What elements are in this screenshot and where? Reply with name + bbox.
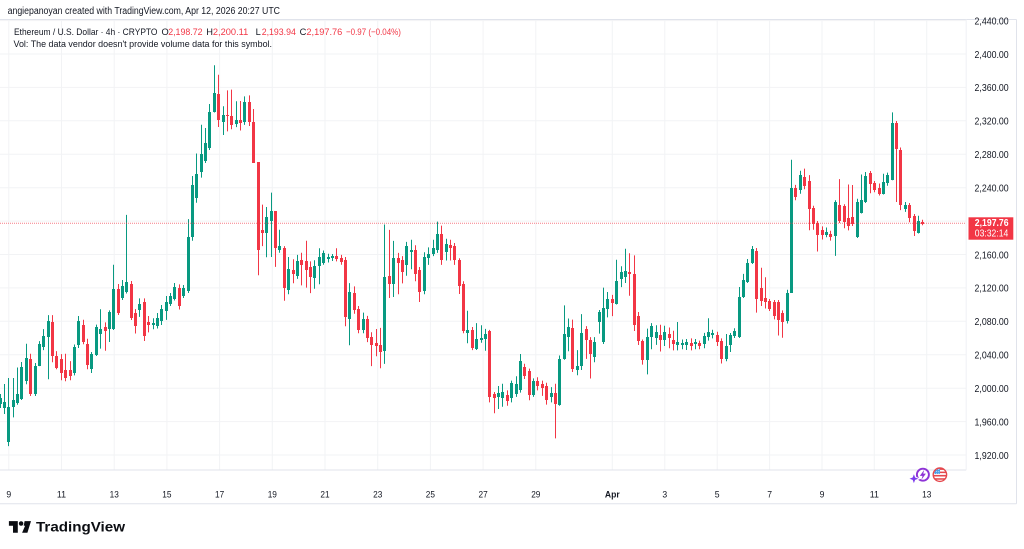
- svg-text:2,000.00: 2,000.00: [975, 383, 1009, 395]
- svg-text:H: H: [206, 27, 213, 37]
- svg-text:angiepanoyan created with Trad: angiepanoyan created with TradingView.co…: [8, 6, 280, 17]
- svg-text:2,160.00: 2,160.00: [975, 249, 1009, 261]
- svg-text:23: 23: [373, 489, 382, 499]
- svg-text:13: 13: [922, 489, 931, 499]
- svg-text:2,400.00: 2,400.00: [975, 49, 1009, 61]
- svg-text:2,240.00: 2,240.00: [975, 183, 1009, 195]
- svg-text:11: 11: [870, 489, 879, 499]
- svg-text:2,197.76: 2,197.76: [975, 217, 1009, 229]
- svg-text:L: L: [256, 27, 261, 37]
- svg-text:2,320.00: 2,320.00: [975, 116, 1009, 128]
- svg-text:9: 9: [820, 489, 825, 499]
- svg-text:Vol: The data vendor doesn't p: Vol: The data vendor doesn't provide vol…: [14, 39, 273, 49]
- svg-text:11: 11: [57, 489, 66, 499]
- svg-text:29: 29: [531, 489, 540, 499]
- svg-text:21: 21: [320, 489, 329, 499]
- svg-text:TradingView: TradingView: [36, 520, 126, 535]
- svg-text:7: 7: [767, 489, 772, 499]
- svg-text:25: 25: [426, 489, 435, 499]
- svg-text:2,120.00: 2,120.00: [975, 283, 1009, 295]
- svg-text:2,193.94: 2,193.94: [262, 27, 296, 37]
- svg-text:2,080.00: 2,080.00: [975, 316, 1009, 328]
- svg-text:03:32:14: 03:32:14: [975, 227, 1009, 239]
- svg-text:2,280.00: 2,280.00: [975, 149, 1009, 161]
- svg-text:Ethereum / U.S. Dollar · 4h ·: Ethereum / U.S. Dollar · 4h · CRYPTO: [14, 27, 158, 37]
- svg-text:−0.97 (−0.04%): −0.97 (−0.04%): [346, 27, 401, 37]
- svg-text:2,440.00: 2,440.00: [975, 15, 1009, 27]
- svg-text:2,360.00: 2,360.00: [975, 82, 1009, 94]
- svg-text:2,040.00: 2,040.00: [975, 350, 1009, 362]
- svg-text:2,200.11: 2,200.11: [213, 27, 248, 37]
- svg-text:17: 17: [215, 489, 224, 499]
- svg-text:3: 3: [662, 489, 667, 499]
- svg-text:13: 13: [110, 489, 119, 499]
- svg-text:19: 19: [268, 489, 277, 499]
- svg-text:9: 9: [6, 489, 11, 499]
- svg-text:C: C: [300, 27, 307, 37]
- svg-text:Apr: Apr: [605, 489, 620, 499]
- svg-text:27: 27: [479, 489, 488, 499]
- svg-text:5: 5: [715, 489, 720, 499]
- svg-text:15: 15: [162, 489, 171, 499]
- svg-text:1,960.00: 1,960.00: [975, 416, 1009, 428]
- svg-text:2,197.76: 2,197.76: [306, 27, 342, 37]
- svg-text:O: O: [162, 27, 169, 37]
- svg-text:2,198.72: 2,198.72: [168, 27, 202, 37]
- svg-text:1,920.00: 1,920.00: [975, 450, 1009, 462]
